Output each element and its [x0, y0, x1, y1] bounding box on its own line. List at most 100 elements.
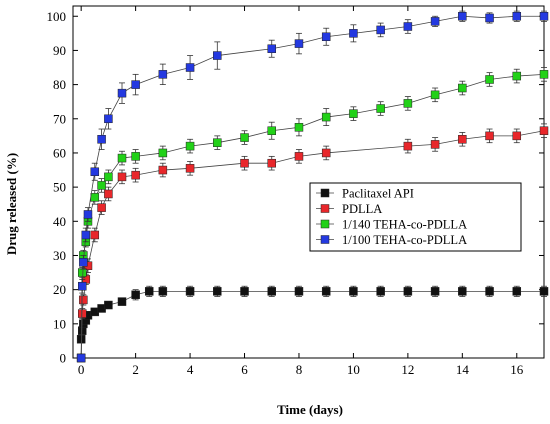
- data-point: [349, 29, 358, 38]
- data-point: [79, 295, 88, 305]
- legend-marker: [320, 204, 330, 213]
- data-point: [90, 167, 100, 176]
- series-2: [76, 123, 549, 363]
- data-point: [376, 104, 385, 113]
- data-point: [185, 63, 195, 72]
- data-point: [294, 39, 304, 48]
- y-tick-label: 100: [47, 9, 67, 24]
- x-tick-label: 6: [241, 362, 248, 377]
- data-point: [240, 133, 249, 142]
- data-point: [485, 287, 494, 296]
- data-point: [117, 88, 127, 98]
- data-point: [294, 152, 304, 161]
- x-axis-title: Time (days): [277, 402, 343, 417]
- y-tick-label: 20: [53, 282, 66, 297]
- y-tick-label: 50: [53, 180, 66, 195]
- data-point: [294, 123, 304, 132]
- data-point: [117, 172, 127, 182]
- data-point: [131, 80, 140, 89]
- data-point: [78, 281, 87, 291]
- data-point: [485, 75, 494, 84]
- y-tick-label: 40: [53, 214, 66, 229]
- data-point: [144, 287, 154, 296]
- data-point: [539, 287, 549, 296]
- x-tick-label: 12: [401, 362, 414, 377]
- data-point: [97, 181, 106, 190]
- data-point: [485, 13, 494, 23]
- data-point: [458, 83, 467, 93]
- x-tick-label: 16: [510, 362, 524, 377]
- data-point: [158, 165, 168, 175]
- y-tick-label: 80: [53, 77, 66, 92]
- data-point: [267, 44, 276, 53]
- legend-marker: [320, 219, 330, 229]
- y-tick-label: 90: [53, 43, 66, 58]
- data-point: [430, 287, 440, 296]
- data-point: [458, 287, 467, 296]
- data-point: [240, 158, 249, 168]
- data-point: [158, 287, 168, 296]
- data-point: [430, 90, 440, 100]
- data-point: [104, 172, 113, 182]
- data-point: [90, 230, 100, 240]
- data-point: [294, 287, 304, 296]
- axes: 0 10 20 30 40 50 60 70 80 90 100 0 2 4 6 8 10 12 14 16: [47, 5, 545, 377]
- data-point: [79, 258, 88, 267]
- data-point: [458, 12, 467, 21]
- data-point: [213, 138, 222, 147]
- data-point: [349, 287, 358, 296]
- data-point: [104, 189, 113, 199]
- y-tick-label: 10: [53, 316, 66, 331]
- data-point: [349, 109, 358, 118]
- data-point: [512, 71, 522, 81]
- data-point: [185, 141, 195, 151]
- data-point: [376, 287, 385, 296]
- data-point: [90, 193, 100, 202]
- x-tick-label: 8: [296, 362, 303, 377]
- legend-label: PDLLA: [342, 202, 382, 216]
- data-point: [485, 131, 494, 141]
- legend-label: 1/140 TEHA-co-PDLLA: [342, 218, 467, 232]
- data-point: [117, 297, 127, 306]
- data-point: [512, 12, 522, 21]
- data-point: [512, 131, 522, 141]
- data-point: [321, 112, 331, 122]
- x-tick-label: 10: [347, 362, 360, 377]
- data-point: [403, 99, 413, 108]
- data-point: [403, 22, 413, 31]
- data-point: [458, 135, 467, 144]
- data-point: [97, 135, 106, 144]
- y-axis-title: Drug released (%): [4, 153, 19, 255]
- data-point: [76, 353, 86, 363]
- x-tick-label: 14: [456, 362, 470, 377]
- y-tick-label: 30: [53, 248, 66, 263]
- x-tick-label: 4: [187, 362, 194, 377]
- legend-box: [309, 182, 522, 252]
- series-1: [76, 285, 549, 344]
- data-point: [321, 287, 331, 296]
- legend-label: Paclitaxel API: [342, 187, 414, 201]
- data-point: [321, 148, 331, 158]
- data-point: [430, 17, 440, 26]
- data-point: [403, 141, 413, 151]
- data-point: [213, 51, 222, 60]
- plot-frame: [72, 5, 545, 359]
- series-4: [76, 10, 549, 363]
- data-point: [81, 230, 91, 240]
- y-tick-label: 60: [53, 145, 66, 160]
- legend-label: 1/100 TEHA-co-PDLLA: [342, 233, 467, 247]
- data-point: [403, 287, 413, 296]
- data-point: [539, 126, 549, 135]
- data-point: [185, 287, 195, 296]
- x-tick-label: 0: [78, 362, 85, 377]
- data-point: [376, 25, 385, 35]
- data-point: [539, 70, 549, 79]
- data-point: [512, 287, 522, 296]
- y-tick-label: 0: [60, 351, 67, 366]
- data-point: [104, 114, 113, 124]
- data-point: [158, 70, 168, 79]
- data-point: [430, 140, 440, 149]
- data-point: [185, 164, 195, 173]
- series-line: [80, 290, 544, 340]
